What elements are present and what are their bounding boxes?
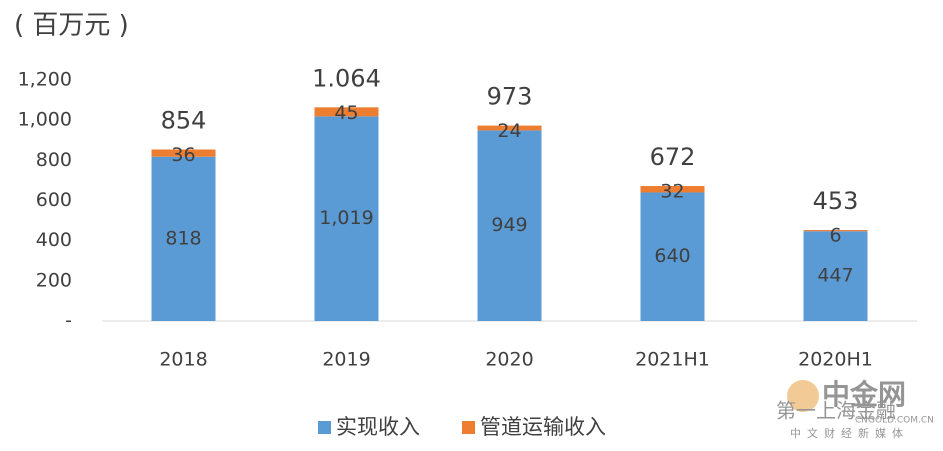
- watermark: 中金网 第一上海金融 CNGOLD.COM.CN 中文财经新媒体: [776, 378, 934, 440]
- data-label: 24: [497, 120, 521, 142]
- bar-segment: [477, 130, 542, 321]
- x-tick-label: 2018: [159, 349, 207, 371]
- legend-swatch: [318, 421, 331, 434]
- x-tick-label: 2020H1: [798, 349, 873, 371]
- y-tick-label: 1,000: [18, 109, 72, 131]
- data-label: 6: [829, 225, 841, 247]
- bar-segment: [477, 125, 542, 131]
- watermark-slogan: 中文财经新媒体: [790, 426, 909, 440]
- bar-segment: [803, 231, 868, 321]
- total-label: 854: [161, 106, 207, 134]
- x-tick-label: 2019: [322, 349, 370, 371]
- bar-segment: [151, 156, 216, 321]
- bar-segment: [640, 192, 705, 321]
- x-tick-label: 2020: [485, 349, 533, 371]
- legend-swatch: [462, 421, 475, 434]
- data-label: 36: [171, 144, 195, 166]
- y-tick-label: 600: [36, 189, 72, 211]
- total-label: 973: [487, 83, 533, 111]
- bar-segment: [151, 149, 216, 157]
- data-label: 949: [491, 214, 527, 236]
- total-label: 1.064: [312, 64, 381, 92]
- watermark-brand: 中金网: [822, 378, 906, 411]
- data-label: 45: [334, 102, 358, 124]
- y-tick-label: 1,200: [18, 69, 72, 91]
- unit-label: ( 百万元 ): [14, 11, 129, 41]
- y-tick-label: 200: [36, 269, 72, 291]
- y-tick-label: 800: [36, 149, 72, 171]
- bar-segment: [314, 107, 379, 117]
- data-label: 32: [660, 181, 684, 203]
- total-label: 453: [813, 187, 859, 215]
- bar-segment: [803, 230, 868, 232]
- y-tick-label: -: [65, 310, 72, 332]
- y-tick-label: 400: [36, 229, 72, 251]
- bar-segment: [640, 186, 705, 193]
- bar-segment: [314, 116, 379, 321]
- watermark-site: CNGOLD.COM.CN: [855, 416, 934, 426]
- legend-label: 管道运输收入: [480, 415, 606, 439]
- legend-label: 实现收入: [336, 415, 420, 439]
- data-label: 818: [165, 227, 201, 249]
- data-label: 1,019: [319, 207, 373, 229]
- watermark-logo: [787, 380, 819, 412]
- data-label: 447: [817, 265, 853, 287]
- x-tick-label: 2021H1: [635, 349, 710, 371]
- data-label: 640: [654, 245, 690, 267]
- total-label: 672: [650, 143, 696, 171]
- watermark-source: 第一上海金融: [776, 399, 896, 423]
